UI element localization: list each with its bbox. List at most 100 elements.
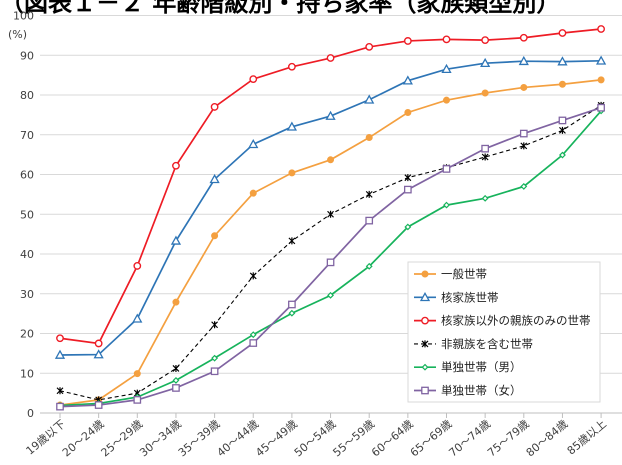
legend-box <box>407 261 601 403</box>
data-point <box>56 402 64 411</box>
data-point <box>481 89 489 97</box>
data-point <box>421 363 429 371</box>
y-tick-label: 0 <box>27 407 34 420</box>
data-point <box>404 223 412 231</box>
data-point <box>365 134 373 142</box>
y-tick-label: 40 <box>20 248 34 261</box>
x-tick-label: 80～84歳 <box>524 417 571 459</box>
data-point <box>421 386 429 395</box>
data-point <box>365 216 374 225</box>
data-point <box>326 258 335 267</box>
data-point <box>421 270 429 278</box>
data-point <box>287 62 296 71</box>
y-tick-label: 10 <box>20 367 34 380</box>
data-point <box>172 364 180 372</box>
x-axis: 19歳以下20～24歳25～29歳30～34歳35～39歳40～44歳45～49… <box>24 413 609 459</box>
data-point <box>326 54 335 62</box>
data-point <box>404 174 412 182</box>
data-point <box>133 262 142 270</box>
data-point <box>56 334 64 343</box>
data-point <box>481 153 489 161</box>
data-point <box>56 387 64 395</box>
data-point <box>595 55 607 65</box>
data-point <box>442 165 451 173</box>
data-point <box>365 190 373 198</box>
data-point <box>132 313 143 323</box>
x-tick-label: 70～74歳 <box>446 417 493 459</box>
data-point <box>558 116 567 125</box>
data-point <box>520 182 528 190</box>
x-tick-label: 55～59歳 <box>330 417 377 459</box>
y-tick-label: 90 <box>20 49 34 62</box>
data-point <box>597 103 605 112</box>
legend-item: 一般世帯 <box>414 267 487 281</box>
series-核家族以外の親族のみの世帯 <box>56 25 605 348</box>
legend-label: 非親族を含む世帯 <box>441 337 533 351</box>
legend-item: 単独世帯（女） <box>414 384 522 398</box>
data-point <box>404 108 412 116</box>
series-group <box>54 25 607 411</box>
data-point <box>325 110 336 120</box>
data-point <box>248 138 259 149</box>
y-tick-label: 20 <box>20 328 34 341</box>
data-point <box>288 237 296 245</box>
series-核家族世帯 <box>54 55 607 359</box>
data-point <box>288 169 296 177</box>
data-point <box>443 201 450 209</box>
data-point <box>558 29 567 37</box>
data-point <box>403 185 412 194</box>
data-point <box>520 83 528 91</box>
x-tick-label: 60～64歳 <box>369 417 416 459</box>
data-point <box>402 75 413 85</box>
series-単独世帯（女） <box>56 103 605 411</box>
data-point <box>172 384 180 392</box>
data-point <box>172 376 180 384</box>
data-point <box>559 126 566 134</box>
chart-title: （図表１－２ 年齢階級別・持ち家率（家族類型別） <box>0 0 561 17</box>
data-point <box>211 321 219 329</box>
legend-item: 核家族世帯 <box>414 290 499 304</box>
data-point <box>327 156 335 164</box>
data-point <box>481 144 490 153</box>
data-point <box>558 80 566 88</box>
data-point <box>249 331 257 339</box>
legend-item: 非親族を含む世帯 <box>414 337 533 351</box>
x-tick-label: 50～54歳 <box>292 417 339 459</box>
x-tick-label: 20～24歳 <box>60 417 107 459</box>
legend-item: 単独世帯（男） <box>414 360 522 374</box>
data-point <box>209 173 220 184</box>
data-point <box>480 57 491 68</box>
data-point <box>249 272 257 280</box>
series-一般世帯 <box>56 76 605 409</box>
data-point <box>249 75 258 84</box>
data-point <box>210 367 219 376</box>
data-point <box>442 35 451 44</box>
data-point <box>557 56 568 66</box>
legend-label: 核家族以外の親族のみの世帯 <box>441 314 591 328</box>
data-point <box>421 316 429 325</box>
legend-label: 核家族世帯 <box>441 290 499 304</box>
data-point <box>54 349 66 359</box>
data-point <box>133 396 142 404</box>
data-point <box>365 262 373 270</box>
y-tick-label: 30 <box>20 288 34 301</box>
data-point <box>327 210 334 218</box>
data-point <box>597 76 605 84</box>
data-point <box>249 339 258 347</box>
legend-label: 単独世帯（女） <box>441 384 522 398</box>
x-tick-label: 75～79歳 <box>485 417 532 459</box>
data-point <box>286 121 298 131</box>
data-point <box>559 151 566 159</box>
data-point <box>421 340 429 348</box>
x-tick-label: 25～29歳 <box>99 417 146 459</box>
data-point <box>519 33 528 42</box>
data-point <box>419 291 431 302</box>
legend-label: 単独世帯（男） <box>441 360 522 374</box>
data-point <box>597 25 605 33</box>
data-point <box>172 161 180 170</box>
data-point <box>249 189 257 197</box>
data-point <box>403 37 412 45</box>
y-axis: 0 10 20 30 40 50 60 70 80 90 100 <box>13 10 34 421</box>
